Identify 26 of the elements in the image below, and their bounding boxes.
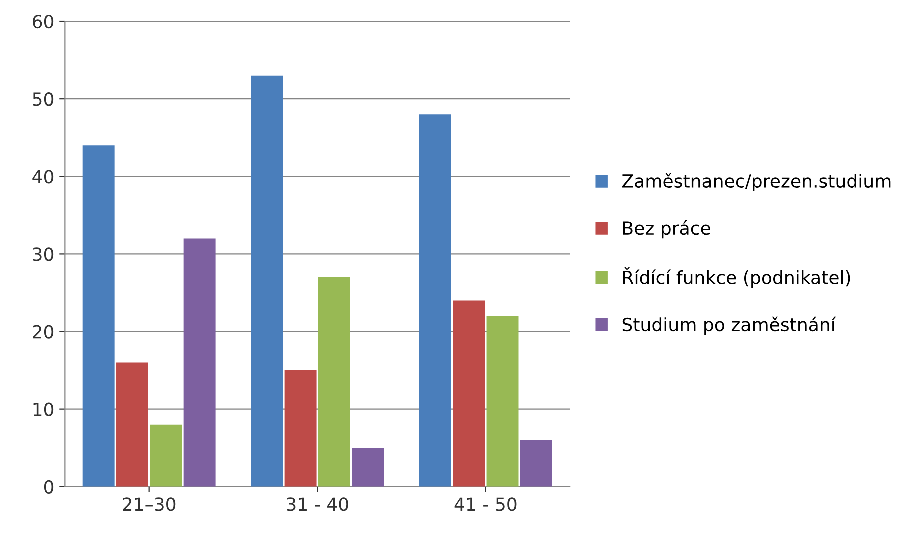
bar: [486, 316, 519, 487]
legend-label: Řídící funkce (podnikatel): [623, 268, 850, 288]
bar: [419, 114, 452, 487]
legend-label: Studium po zaměstnání: [622, 316, 836, 336]
bar: [251, 76, 284, 487]
bar: [453, 300, 486, 487]
bar: [318, 277, 350, 487]
x-tick-label: 21–30: [123, 498, 176, 512]
y-tick-label: 30: [33, 248, 54, 262]
y-tick-label: 50: [33, 92, 54, 106]
legend-label: Bez práce: [623, 220, 710, 239]
bar: [150, 424, 182, 487]
x-tick-label: 41 - 50: [454, 498, 517, 512]
bar: [520, 440, 552, 487]
legend-label: Zaměstnanec/prezen.studium: [622, 173, 891, 192]
y-tick-label: 60: [33, 14, 54, 29]
bar: [82, 146, 115, 487]
bar: [284, 370, 317, 487]
y-tick-label: 10: [34, 402, 54, 416]
bar: [184, 238, 216, 487]
bar: [352, 448, 384, 487]
y-tick-label: 40: [32, 170, 54, 184]
x-tick-label: 31 - 40: [287, 498, 348, 512]
y-tick-label: 20: [33, 325, 54, 339]
y-tick-label: 0: [44, 480, 54, 494]
bar: [116, 362, 148, 487]
